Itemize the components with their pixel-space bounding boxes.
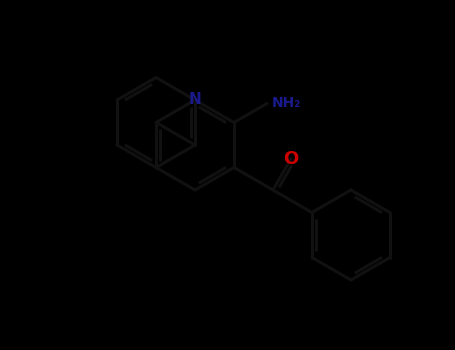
Text: N: N [189,92,202,107]
Text: NH₂: NH₂ [272,96,301,110]
Text: O: O [283,150,298,168]
